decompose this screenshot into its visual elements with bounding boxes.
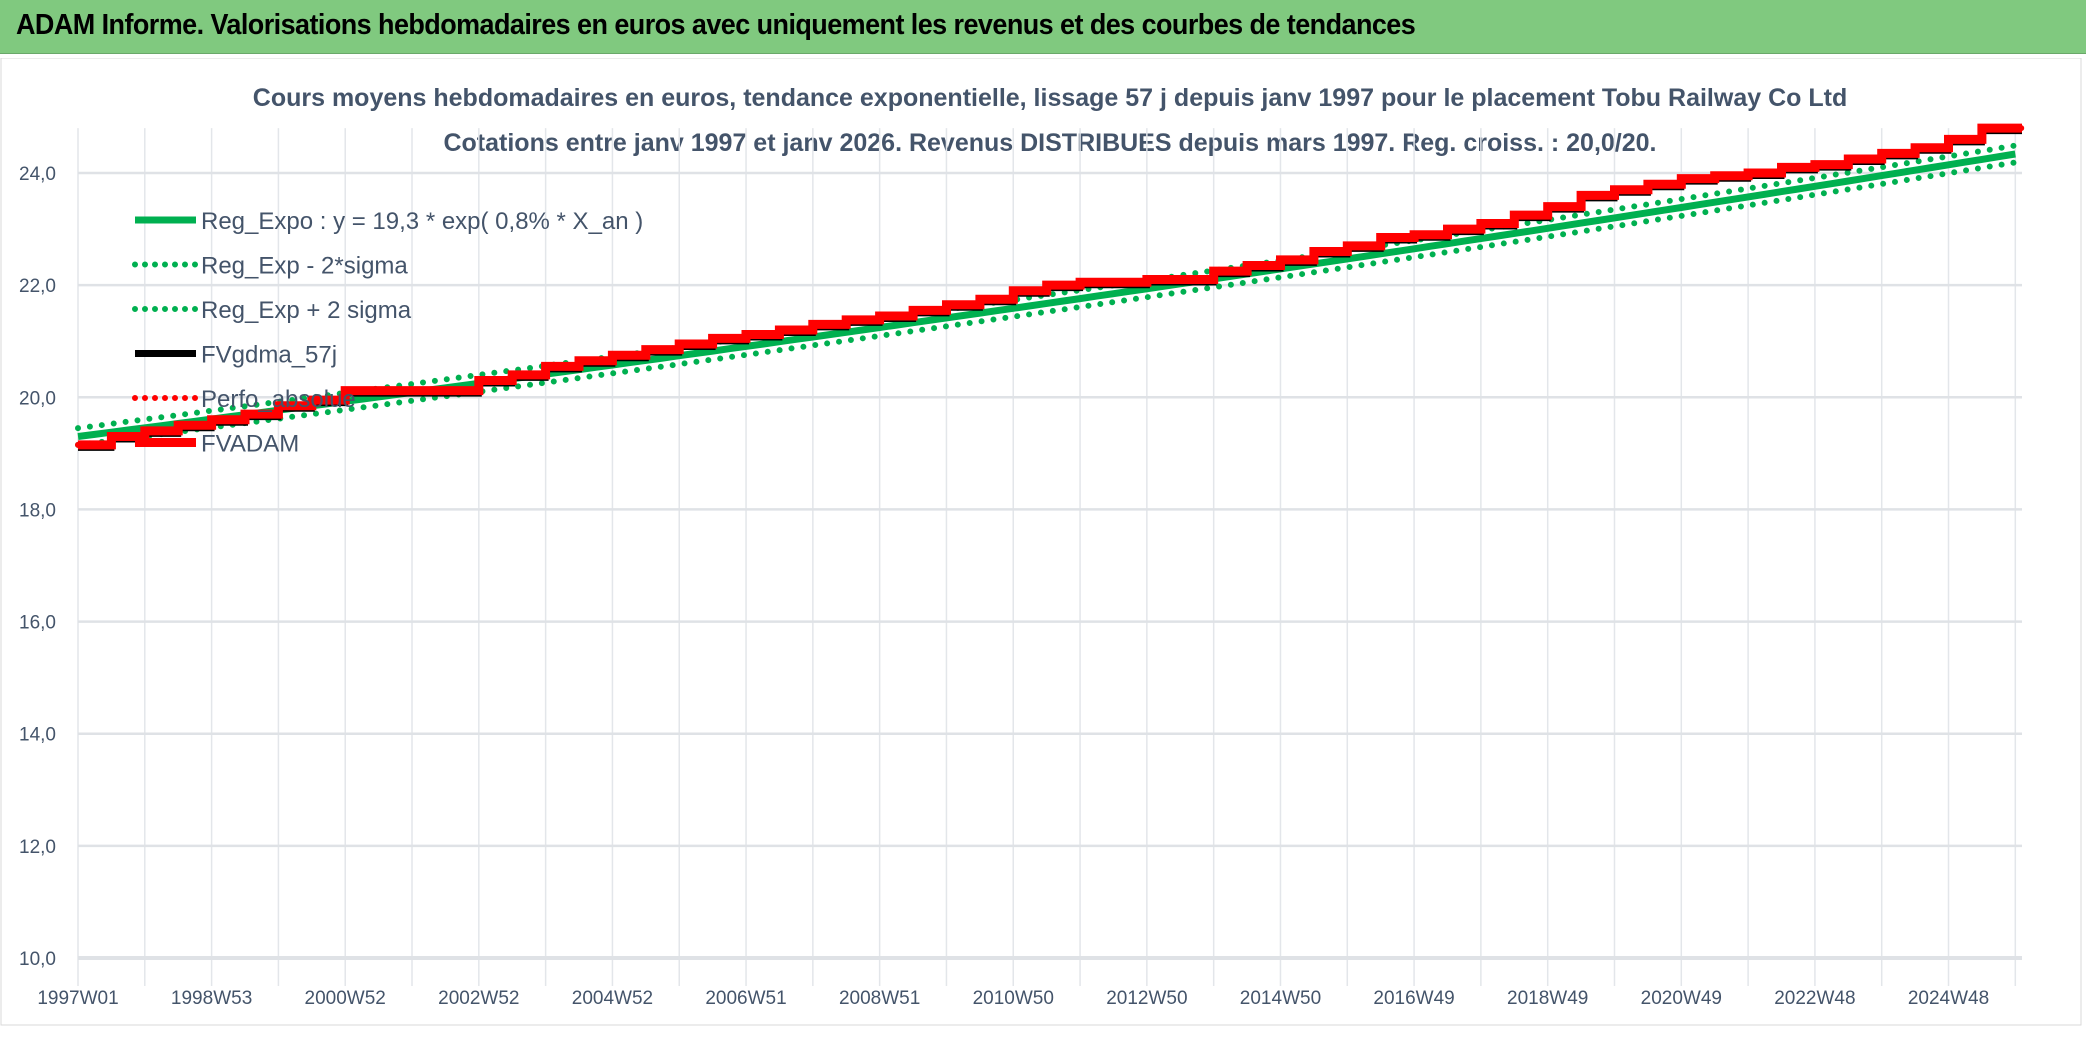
y-tick-label: 16,0 bbox=[19, 613, 56, 634]
report-title: ADAM Informe. Valorisations hebdomadaire… bbox=[16, 9, 1416, 41]
y-tick-label: 20,0 bbox=[19, 388, 56, 409]
plot-series bbox=[75, 123, 2025, 451]
series-fvadam bbox=[78, 123, 2022, 450]
chart: Cours moyens hebdomadaires en euros, ten… bbox=[0, 58, 2082, 1026]
x-tick-label: 2018W49 bbox=[1507, 988, 1588, 1009]
legend-fvadam-label: FVADAM bbox=[201, 431, 299, 458]
x-axis: 1997W01 1998W53 2000W52 2002W52 2004W52 2006W… bbox=[37, 988, 1989, 1009]
gridlines bbox=[77, 128, 2022, 986]
x-tick-label: 2006W51 bbox=[705, 988, 786, 1009]
x-tick-label: 1998W53 bbox=[171, 988, 252, 1009]
legend-perfo-label: Perfo_absolue bbox=[201, 386, 356, 413]
legend-reg-expo-label: Reg_Expo : y = 19,3 * exp( 0,8% * X_an ) bbox=[201, 208, 643, 235]
x-tick-label: 2022W48 bbox=[1774, 988, 1855, 1009]
legend-reg-plus-label: Reg_Exp + 2 sigma bbox=[201, 297, 412, 324]
y-tick-label: 22,0 bbox=[19, 276, 56, 297]
y-tick-label: 12,0 bbox=[19, 837, 56, 858]
y-tick-label: 18,0 bbox=[19, 500, 56, 521]
legend: Reg_Expo : y = 19,3 * exp( 0,8% * X_an )… bbox=[132, 208, 643, 458]
x-tick-label: 2020W49 bbox=[1641, 988, 1722, 1009]
x-tick-label: 2012W50 bbox=[1106, 988, 1187, 1009]
chart-title: Cours moyens hebdomadaires en euros, ten… bbox=[253, 84, 1847, 112]
y-tick-label: 10,0 bbox=[19, 949, 56, 970]
series-reg-plus-2sigma bbox=[75, 142, 2019, 432]
x-tick-label: 2016W49 bbox=[1373, 988, 1454, 1009]
y-tick-label: 24,0 bbox=[19, 164, 56, 185]
x-tick-label: 2024W48 bbox=[1908, 988, 1989, 1009]
series-reg-minus-2sigma bbox=[75, 159, 2019, 448]
chart-subtitle: Cotations entre janv 1997 et janv 2026. … bbox=[443, 129, 1656, 157]
x-tick-label: 2014W50 bbox=[1240, 988, 1321, 1009]
x-tick-label: 2002W52 bbox=[438, 988, 519, 1009]
x-tick-label: 2004W52 bbox=[572, 988, 653, 1009]
chart-area bbox=[0, 58, 2082, 1026]
report-header: ADAM Informe. Valorisations hebdomadaire… bbox=[0, 0, 2086, 54]
legend-reg-minus-label: Reg_Exp - 2*sigma bbox=[201, 253, 408, 280]
y-tick-label: 14,0 bbox=[19, 725, 56, 746]
legend-fvgdma-label: FVgdma_57j bbox=[201, 342, 337, 369]
x-tick-label: 2008W51 bbox=[839, 988, 920, 1009]
x-tick-label: 1997W01 bbox=[37, 988, 118, 1009]
x-tick-label: 2010W50 bbox=[973, 988, 1054, 1009]
x-tick-label: 2000W52 bbox=[305, 988, 386, 1009]
y-axis: 10,0 12,0 14,0 16,0 18,0 20,0 22,0 24,0 bbox=[19, 164, 56, 970]
